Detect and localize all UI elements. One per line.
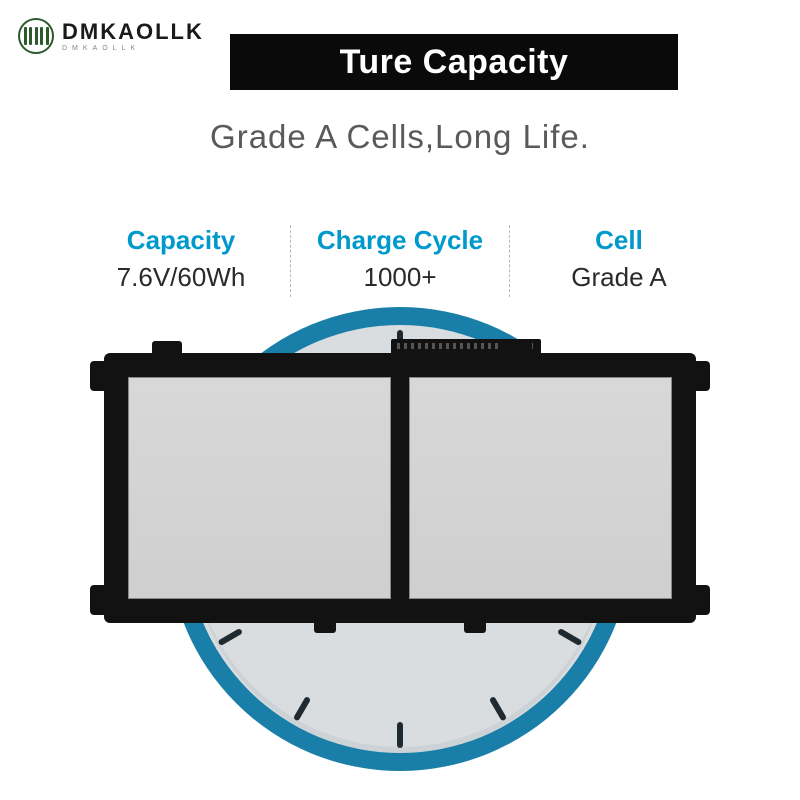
brand-subname: DMKAOLLK	[62, 45, 204, 52]
battery-notch	[464, 621, 486, 633]
battery-illustration	[104, 353, 696, 623]
illustration	[0, 305, 800, 773]
spec-cell-value: Grade A	[520, 262, 718, 293]
title-bar: Ture Capacity	[230, 34, 678, 90]
spec-capacity-value: 7.6V/60Wh	[82, 262, 280, 293]
battery-mount	[90, 585, 108, 615]
battery-mount	[692, 585, 710, 615]
spec-cell: Cell Grade A	[510, 225, 728, 297]
page-subtitle: Grade A Cells,Long Life.	[0, 118, 800, 156]
battery-cell	[128, 377, 391, 599]
spec-cycle-label: Charge Cycle	[301, 225, 499, 256]
spec-cycle-value: 1000+	[301, 262, 499, 293]
spec-cell-label: Cell	[520, 225, 718, 256]
spec-capacity-label: Capacity	[82, 225, 280, 256]
brand-logo: DMKAOLLK DMKAOLLK	[18, 18, 204, 54]
battery-mount	[90, 361, 108, 391]
page-title: Ture Capacity	[340, 43, 569, 82]
battery-cell	[409, 377, 672, 599]
spec-cycle: Charge Cycle 1000+	[291, 225, 509, 297]
battery-mount	[692, 361, 710, 391]
spec-capacity: Capacity 7.6V/60Wh	[72, 225, 290, 297]
brand-logo-mark	[18, 18, 54, 54]
battery-notch	[314, 621, 336, 633]
specs-row: Capacity 7.6V/60Wh Charge Cycle 1000+ Ce…	[72, 225, 728, 297]
brand-name: DMKAOLLK	[62, 21, 204, 43]
